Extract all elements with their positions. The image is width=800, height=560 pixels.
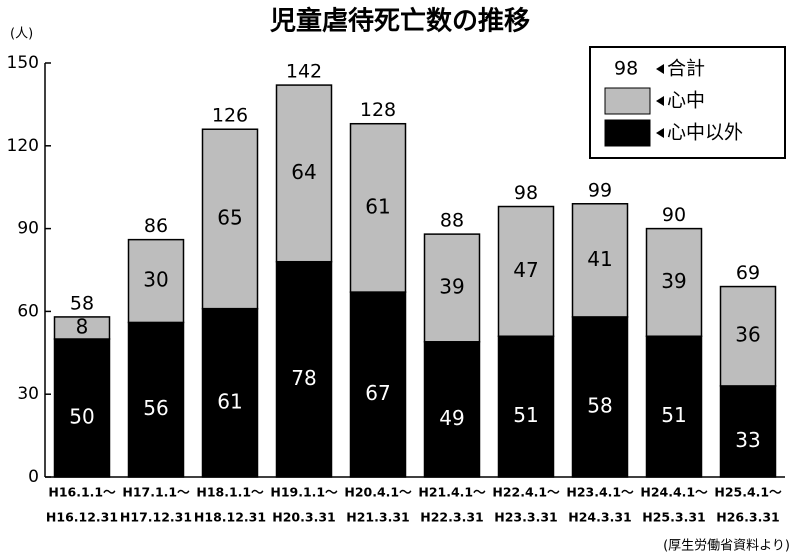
x-tick-label: H26.3.31 [716,510,779,525]
value-label: 51 [661,403,686,427]
x-tick-label: H16.1.1～ [48,485,116,500]
bar-segment [719,285,777,387]
value-label: 47 [513,258,538,282]
bar-segment [201,307,259,478]
value-label: 58 [587,393,612,417]
x-tick-label: H24.4.1～ [640,485,708,500]
bar-segment [423,233,481,343]
x-tick-label: H18.1.1～ [196,485,264,500]
x-tick-label: H20.4.1～ [344,485,412,500]
x-tick-label: H16.12.31 [46,510,118,525]
x-tick-label: H21.3.31 [346,510,409,525]
total-label: 90 [662,204,686,226]
x-tick-label: H22.4.1～ [492,485,560,500]
legend-total-sample: 98 [614,58,638,80]
x-tick-label: H21.4.1～ [418,485,486,500]
bar-segment [719,385,777,478]
y-tick-label: 90 [17,219,39,239]
bar-segment [645,227,703,337]
y-tick-label: 150 [7,53,39,73]
x-tick-label: H25.3.31 [642,510,705,525]
value-label: 64 [291,160,316,184]
bar-segment [53,316,111,340]
y-tick-label: 120 [7,136,39,156]
x-tick-label: H17.12.31 [120,510,192,525]
total-label: 142 [286,61,322,83]
value-label: 41 [587,247,612,271]
bar-segment [497,205,555,337]
value-label: 49 [439,406,464,430]
bar-segment [497,335,555,478]
bar-segment [349,122,407,293]
total-label: 126 [212,105,248,127]
bar-segment [423,341,481,478]
y-tick-label: 0 [28,467,39,487]
x-tick-label: H25.4.1～ [714,485,782,500]
value-label: 67 [365,381,390,405]
legend-label: 合計 [667,58,705,80]
total-label: 99 [588,179,612,201]
value-label: 78 [291,366,316,390]
y-tick-label: 30 [17,384,39,404]
value-label: 50 [69,405,94,429]
source: (厚生労働省資料より) [663,539,790,554]
bar-segment [645,335,703,478]
legend-label: 心中以外 [667,122,743,144]
value-label: 33 [735,428,760,452]
total-label: 69 [736,262,760,284]
legend-arrow [656,128,664,138]
total-label: 58 [70,292,94,314]
x-tick-label: H20.3.31 [272,510,335,525]
value-label: 56 [143,396,168,420]
value-label: 65 [217,205,242,229]
legend-arrow [656,96,664,106]
legend-swatch [604,87,651,115]
y-unit: (人) [10,27,33,42]
x-tick-label: H17.1.1～ [122,485,190,500]
bar-segment [571,203,629,318]
total-label: 88 [440,210,464,232]
x-tick-label: H18.12.31 [194,510,266,525]
x-tick-label: H19.1.1～ [270,485,338,500]
total-label: 86 [144,215,168,237]
legend-arrow [656,64,664,74]
x-tick-label: H24.3.31 [568,510,631,525]
value-label: 39 [661,269,686,293]
bar-segment [127,238,185,324]
value-label: 61 [365,194,390,218]
x-tick-label: H22.3.31 [420,510,483,525]
value-label: 36 [735,323,760,347]
y-tick-label: 60 [17,301,39,321]
bar-segment [275,260,333,478]
x-tick-label: H23.3.31 [494,510,557,525]
value-label: 39 [439,274,464,298]
value-label: 61 [217,389,242,413]
value-label: 30 [143,268,168,292]
bar-segment [571,316,629,478]
value-label: 8 [76,314,89,338]
x-tick-label: H23.4.1～ [566,485,634,500]
value-label: 51 [513,403,538,427]
legend-swatch [604,119,651,147]
bar-segment [275,84,333,263]
total-label: 128 [360,99,396,121]
chart-title: 児童虐待死亡数の推移 [270,6,530,37]
bar-segment [53,338,111,478]
bar-segment [201,128,259,310]
total-label: 98 [514,182,538,204]
legend-label: 心中 [667,90,705,112]
